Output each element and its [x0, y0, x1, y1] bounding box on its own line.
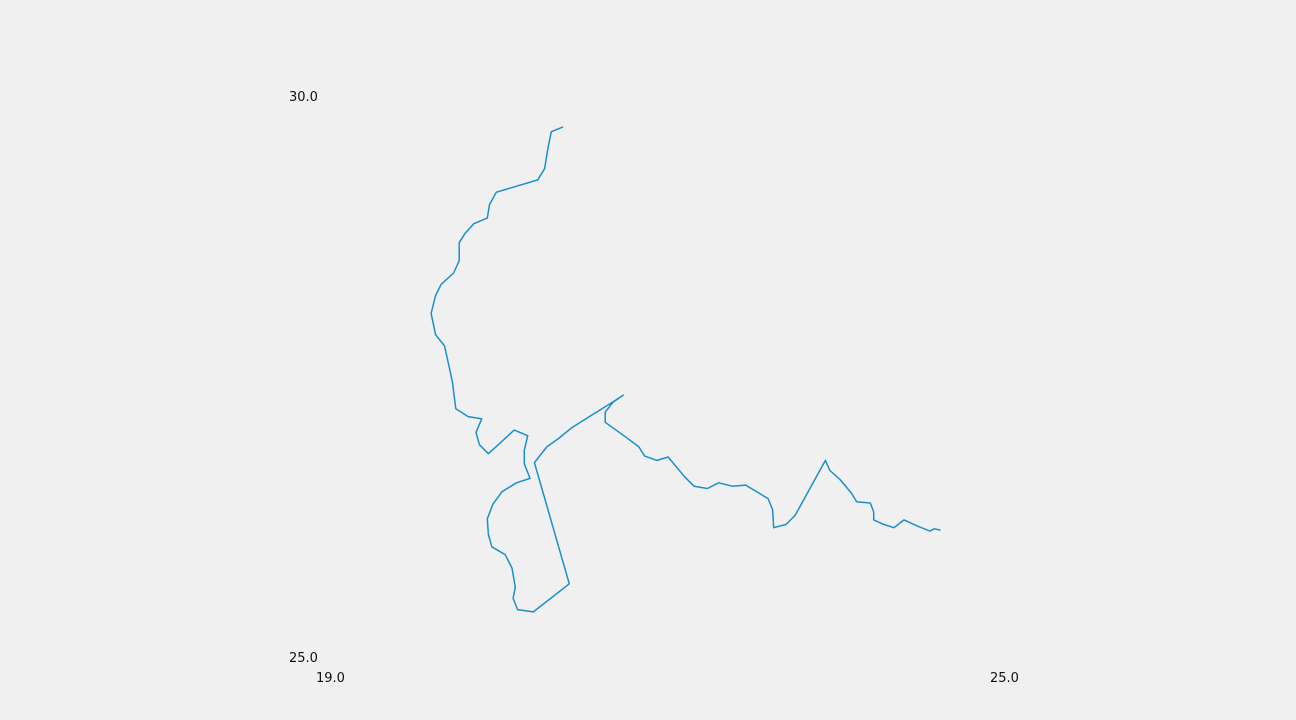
y-axis-tick-top: 30.0	[289, 90, 318, 105]
x-axis-tick-right: 25.0	[990, 671, 1019, 686]
x-axis-tick-left: 19.0	[316, 671, 345, 686]
y-axis-tick-bottom: 25.0	[289, 651, 318, 666]
map-line	[430, 126, 941, 613]
